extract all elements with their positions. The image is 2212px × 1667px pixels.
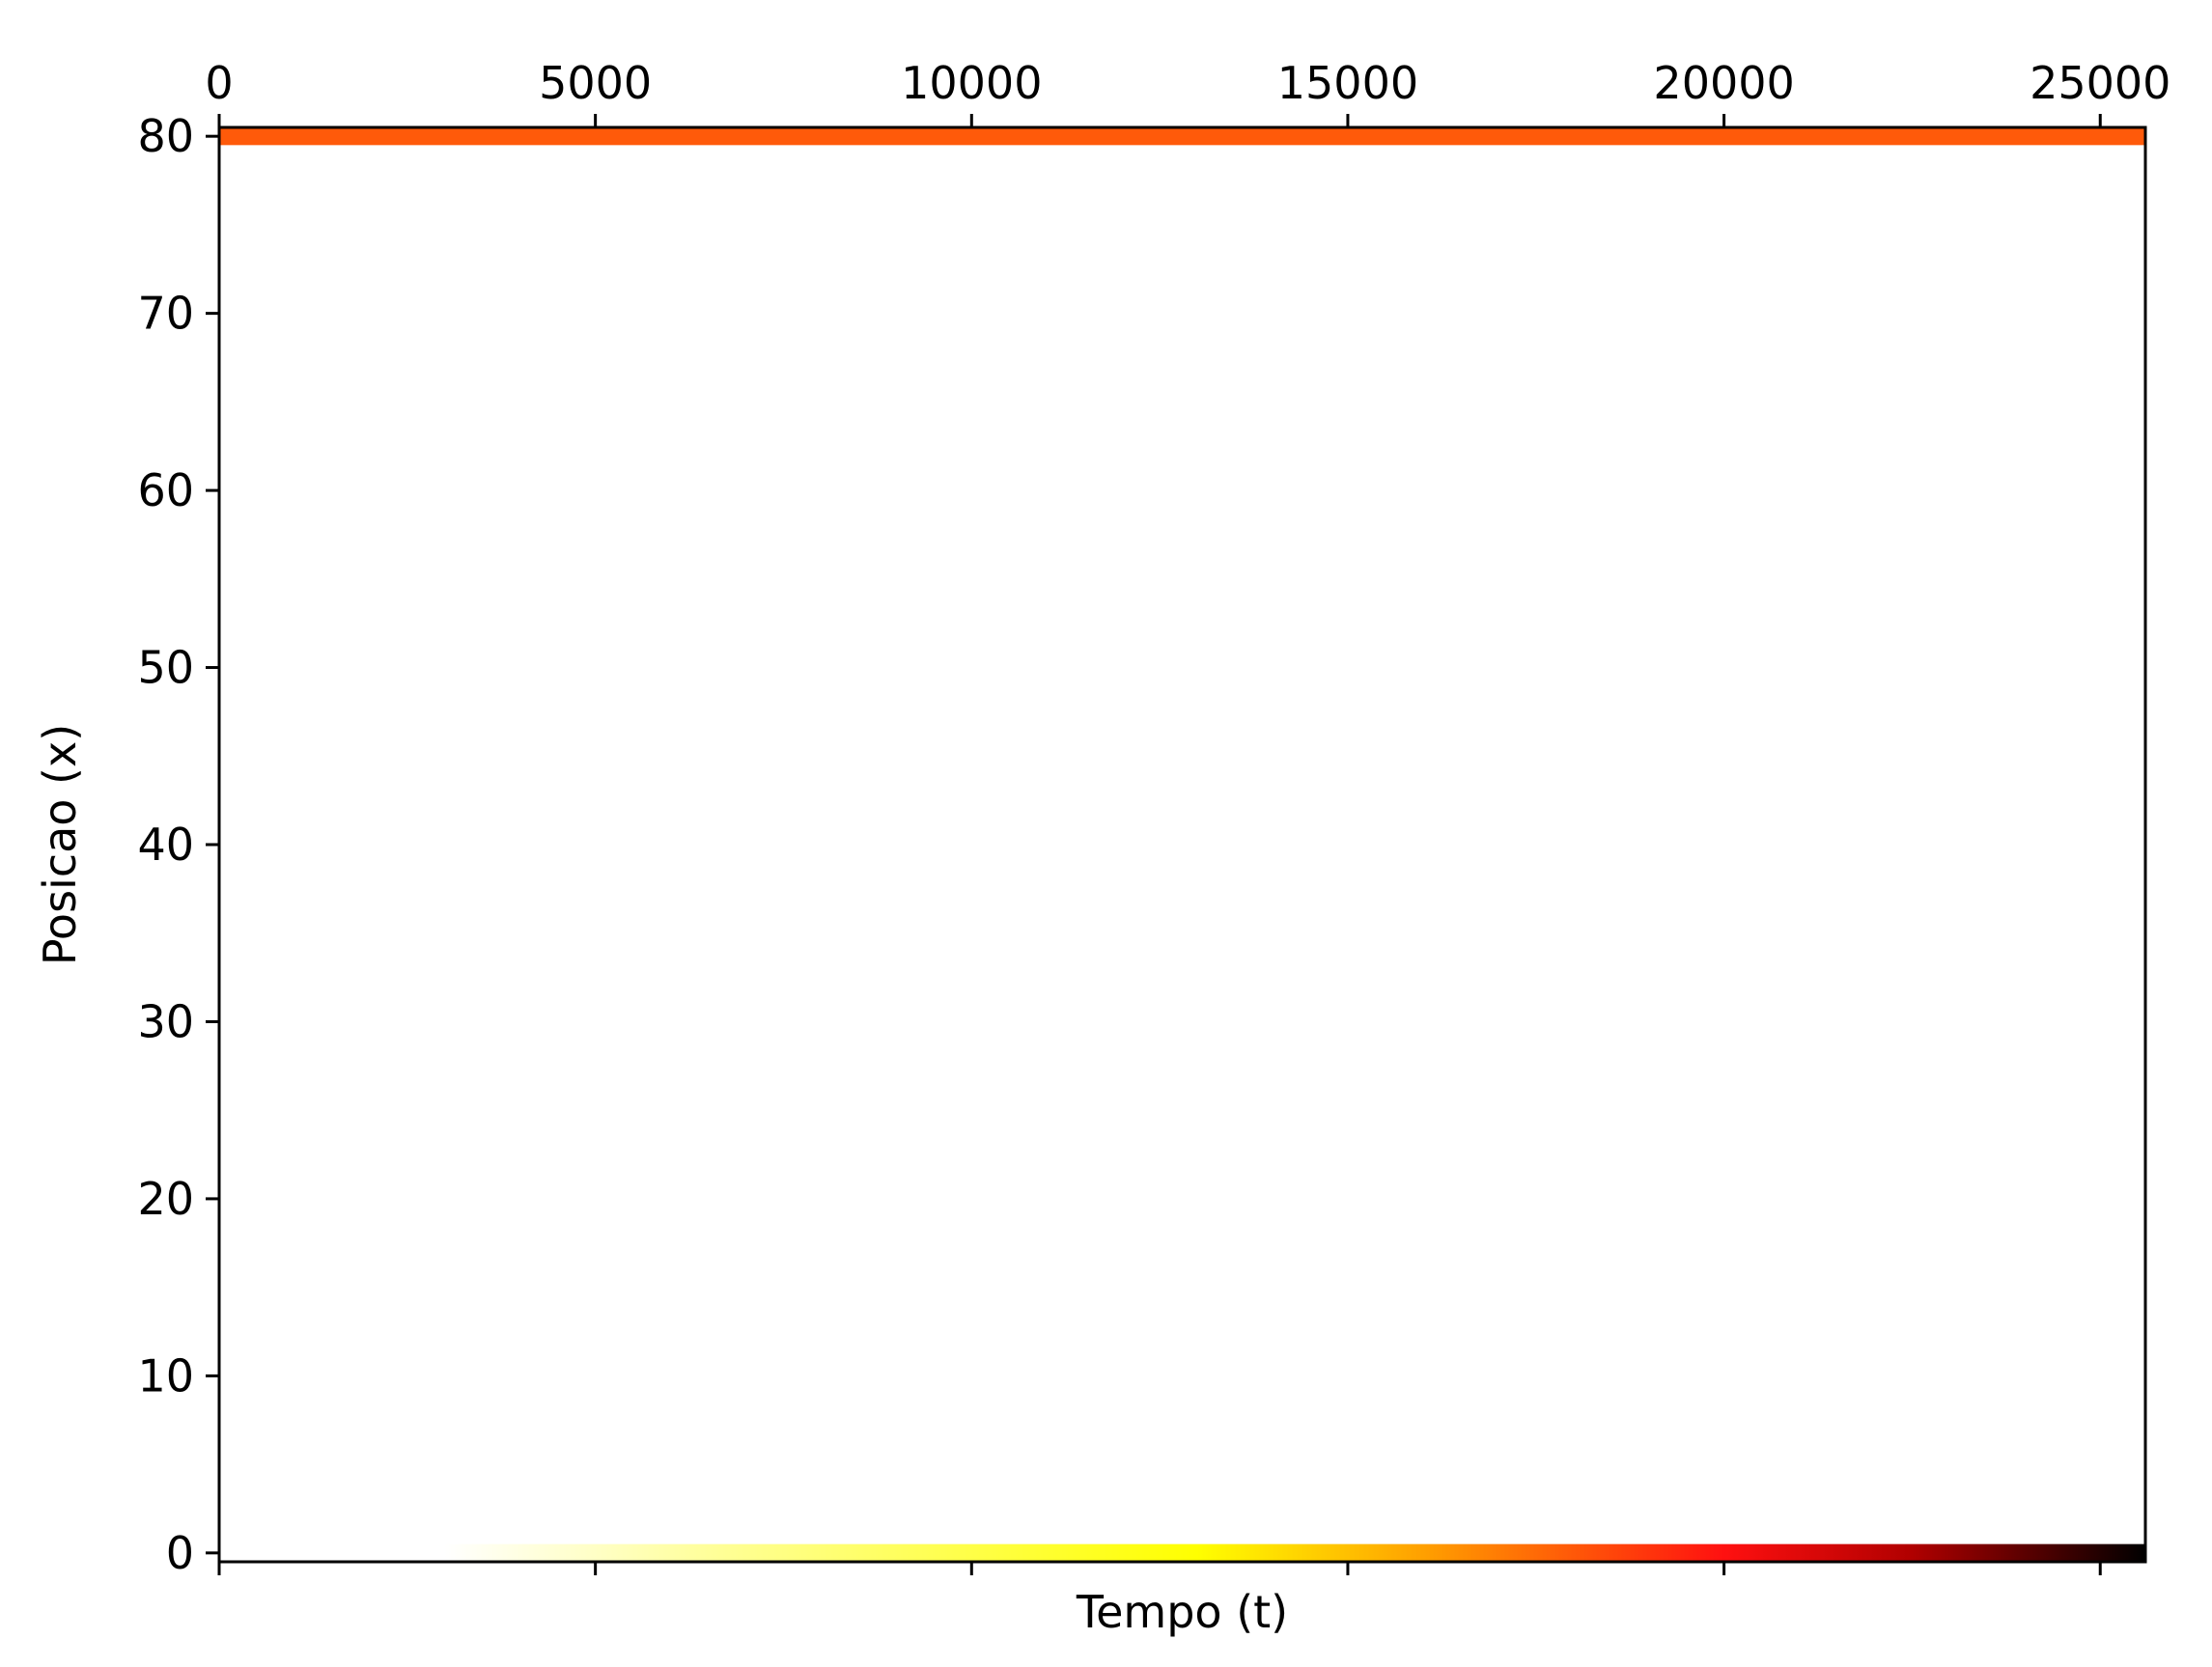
y-tick-label: 40 [137, 819, 194, 871]
x-tick-label: 15000 [1277, 57, 1418, 109]
x-tick-label: 20000 [1653, 57, 1794, 109]
heatmap-row-x-0 [219, 1543, 2145, 1562]
ticks: 0 5000 10000 15000 20000 25000 0 10 20 30 40 50 60 70… [137, 57, 2170, 1579]
y-tick-label: 50 [137, 642, 194, 694]
x-tick-label: 5000 [539, 57, 652, 109]
y-tick-label: 20 [137, 1173, 194, 1225]
x-tick-label: 0 [205, 57, 233, 109]
heatmap-row-x-80 [219, 127, 2145, 146]
y-axis-label: Posicao (x) [34, 724, 86, 965]
x-axis-label: Tempo (t) [1076, 1586, 1288, 1638]
y-tick-label: 80 [137, 110, 194, 162]
plot-area [219, 127, 2145, 1562]
x-tick-label: 10000 [901, 57, 1042, 109]
x-tick-label: 25000 [2030, 57, 2170, 109]
y-tick-label: 60 [137, 464, 194, 516]
y-tick-label: 10 [137, 1349, 194, 1402]
y-tick-label: 30 [137, 995, 194, 1047]
y-tick-label: 0 [166, 1527, 194, 1579]
y-tick-label: 70 [137, 288, 194, 340]
plot-background [219, 127, 2145, 1562]
